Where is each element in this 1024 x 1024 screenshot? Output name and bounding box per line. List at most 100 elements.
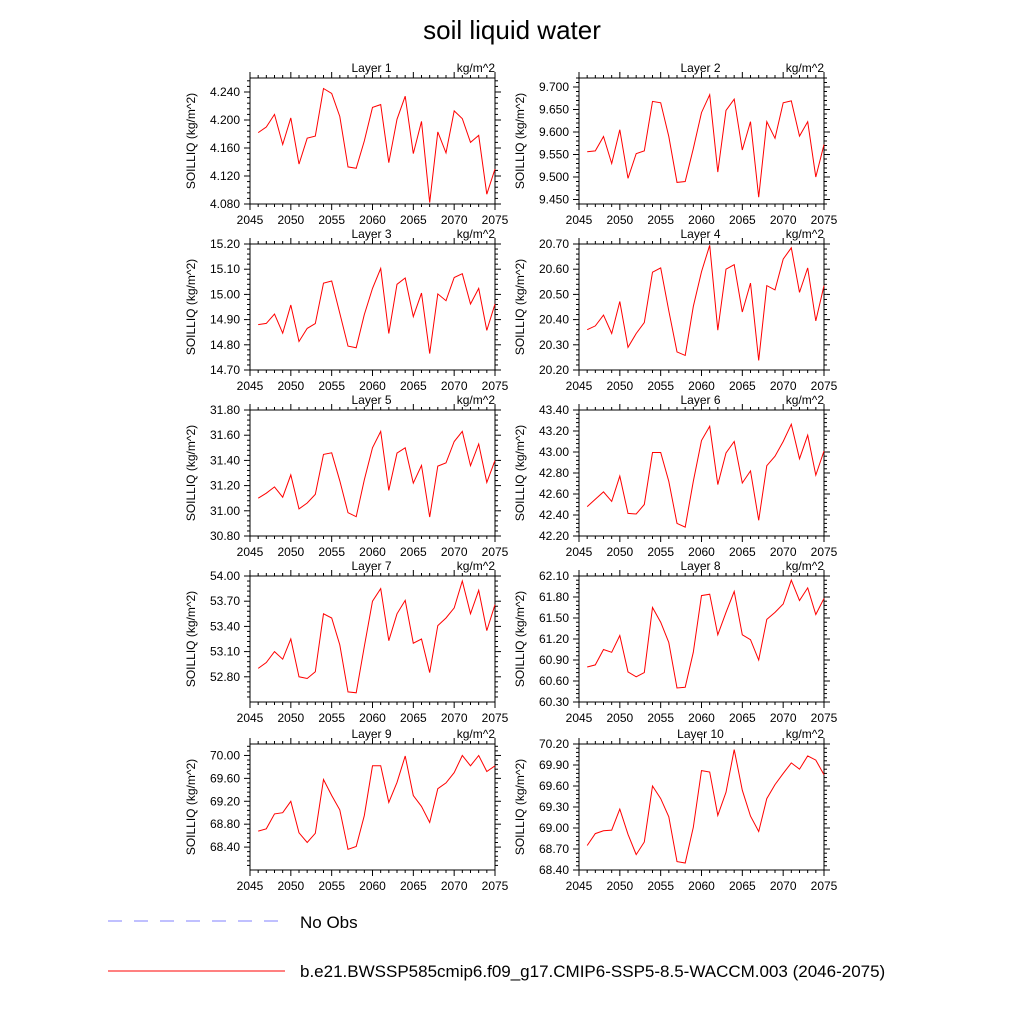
series-line — [587, 92, 825, 198]
y-tick-label: 42.20 — [539, 529, 569, 543]
series-line — [258, 754, 496, 851]
x-tick-label: 2060 — [688, 545, 715, 559]
y-tick-label: 20.50 — [539, 287, 569, 301]
chart-panel-layer-10: 2045 2050 2055 2060 2065 2070 2075 68.40 68.70 69… — [513, 727, 838, 893]
y-tick-label: 20.30 — [539, 338, 569, 352]
y-axis-label: SOILLIQ (kg/m^2) — [184, 591, 198, 687]
legend-label-model-run: b.e21.BWSSP585cmip6.f09_g17.CMIP6-SSP5-8… — [300, 962, 885, 981]
panel-title: Layer 8 — [680, 559, 720, 573]
y-tick-label: 60.30 — [539, 695, 569, 709]
panel-title: Layer 1 — [351, 61, 391, 75]
x-tick-label: 2075 — [811, 545, 838, 559]
y-tick-label: 68.70 — [539, 842, 569, 856]
y-tick-label: 15.20 — [210, 237, 240, 251]
chart-panel-layer-1: 2045 2050 2055 2060 2065 2070 2075 4.080 4.120 4.… — [184, 61, 509, 227]
x-tick-label: 2075 — [482, 879, 509, 893]
y-tick-label: 60.90 — [539, 653, 569, 667]
y-tick-label: 30.80 — [210, 529, 240, 543]
y-tick-label: 52.80 — [210, 670, 240, 684]
x-tick-label: 2050 — [606, 879, 633, 893]
y-tick-label: 4.080 — [210, 197, 240, 211]
y-tick-label: 31.60 — [210, 428, 240, 442]
chart-panel-layer-5: 2045 2050 2055 2060 2065 2070 2075 30.80 31.00 31… — [184, 393, 509, 559]
x-tick-label: 2070 — [441, 545, 468, 559]
x-tick-label: 2065 — [729, 711, 756, 725]
y-tick-label: 61.50 — [539, 611, 569, 625]
y-tick-label: 53.10 — [210, 645, 240, 659]
y-axis-label: SOILLIQ (kg/m^2) — [184, 759, 198, 855]
x-tick-label: 2075 — [811, 711, 838, 725]
x-tick-label: 2045 — [566, 379, 593, 393]
x-tick-label: 2060 — [688, 213, 715, 227]
panel-units: kg/m^2 — [457, 227, 496, 241]
x-tick-label: 2055 — [647, 379, 674, 393]
x-tick-label: 2060 — [688, 711, 715, 725]
series-line — [587, 578, 825, 689]
x-tick-label: 2045 — [237, 879, 264, 893]
panels-grid: 2045 2050 2055 2060 2065 2070 2075 4.080 4.120 4.… — [184, 61, 838, 893]
y-tick-label: 4.200 — [210, 113, 240, 127]
x-tick-label: 2045 — [566, 879, 593, 893]
y-tick-label: 53.70 — [210, 594, 240, 608]
panel-units: kg/m^2 — [457, 559, 496, 573]
plot-frame — [578, 409, 825, 537]
x-tick-label: 2060 — [359, 879, 386, 893]
plot-frame — [578, 77, 825, 205]
y-tick-label: 20.60 — [539, 262, 569, 276]
y-tick-label: 15.10 — [210, 262, 240, 276]
series-line — [586, 422, 825, 528]
x-tick-label: 2060 — [359, 379, 386, 393]
y-tick-label: 9.500 — [539, 170, 569, 184]
y-tick-label: 53.40 — [210, 619, 240, 633]
x-tick-label: 2065 — [400, 711, 427, 725]
panel-title: Layer 5 — [351, 393, 391, 407]
x-tick-label: 2070 — [441, 879, 468, 893]
panel-units: kg/m^2 — [786, 227, 825, 241]
y-tick-label: 4.240 — [210, 85, 240, 99]
x-tick-label: 2075 — [482, 545, 509, 559]
panel-units: kg/m^2 — [786, 559, 825, 573]
panel-title: Layer 3 — [351, 227, 391, 241]
plot-frame — [249, 409, 496, 537]
x-tick-label: 2065 — [400, 213, 427, 227]
y-axis-label: SOILLIQ (kg/m^2) — [513, 591, 527, 687]
y-axis-label: SOILLIQ (kg/m^2) — [513, 259, 527, 355]
panel-title: Layer 4 — [680, 227, 720, 241]
x-tick-label: 2055 — [647, 545, 674, 559]
y-axis-label: SOILLIQ (kg/m^2) — [513, 93, 527, 189]
x-tick-label: 2070 — [770, 379, 797, 393]
x-tick-label: 2075 — [811, 879, 838, 893]
x-tick-label: 2070 — [441, 379, 468, 393]
x-tick-label: 2065 — [400, 879, 427, 893]
plot-frame — [249, 77, 496, 205]
x-tick-label: 2045 — [566, 213, 593, 227]
y-tick-label: 9.600 — [539, 125, 569, 139]
y-tick-label: 9.550 — [539, 148, 569, 162]
y-tick-label: 31.20 — [210, 479, 240, 493]
y-axis-label: SOILLIQ (kg/m^2) — [184, 425, 198, 521]
y-tick-label: 20.20 — [539, 363, 569, 377]
panel-units: kg/m^2 — [457, 393, 496, 407]
x-tick-label: 2055 — [318, 711, 345, 725]
x-tick-label: 2045 — [237, 545, 264, 559]
y-axis-label: SOILLIQ (kg/m^2) — [513, 425, 527, 521]
series-line — [257, 429, 496, 518]
x-tick-label: 2060 — [359, 213, 386, 227]
y-tick-label: 60.60 — [539, 674, 569, 688]
panel-title: Layer 2 — [680, 61, 720, 75]
y-tick-label: 20.70 — [539, 237, 569, 251]
x-tick-label: 2065 — [729, 213, 756, 227]
x-tick-label: 2055 — [318, 379, 345, 393]
x-tick-label: 2050 — [606, 213, 633, 227]
y-tick-label: 43.20 — [539, 424, 569, 438]
series-line — [257, 579, 496, 694]
panel-units: kg/m^2 — [786, 393, 825, 407]
x-tick-label: 2050 — [277, 213, 304, 227]
y-tick-label: 69.20 — [210, 794, 240, 808]
plot-frame — [249, 243, 496, 371]
x-tick-label: 2065 — [729, 545, 756, 559]
figure-title: soil liquid water — [423, 15, 601, 45]
y-tick-label: 68.40 — [210, 840, 240, 854]
x-tick-label: 2055 — [647, 213, 674, 227]
y-tick-label: 31.00 — [210, 504, 240, 518]
